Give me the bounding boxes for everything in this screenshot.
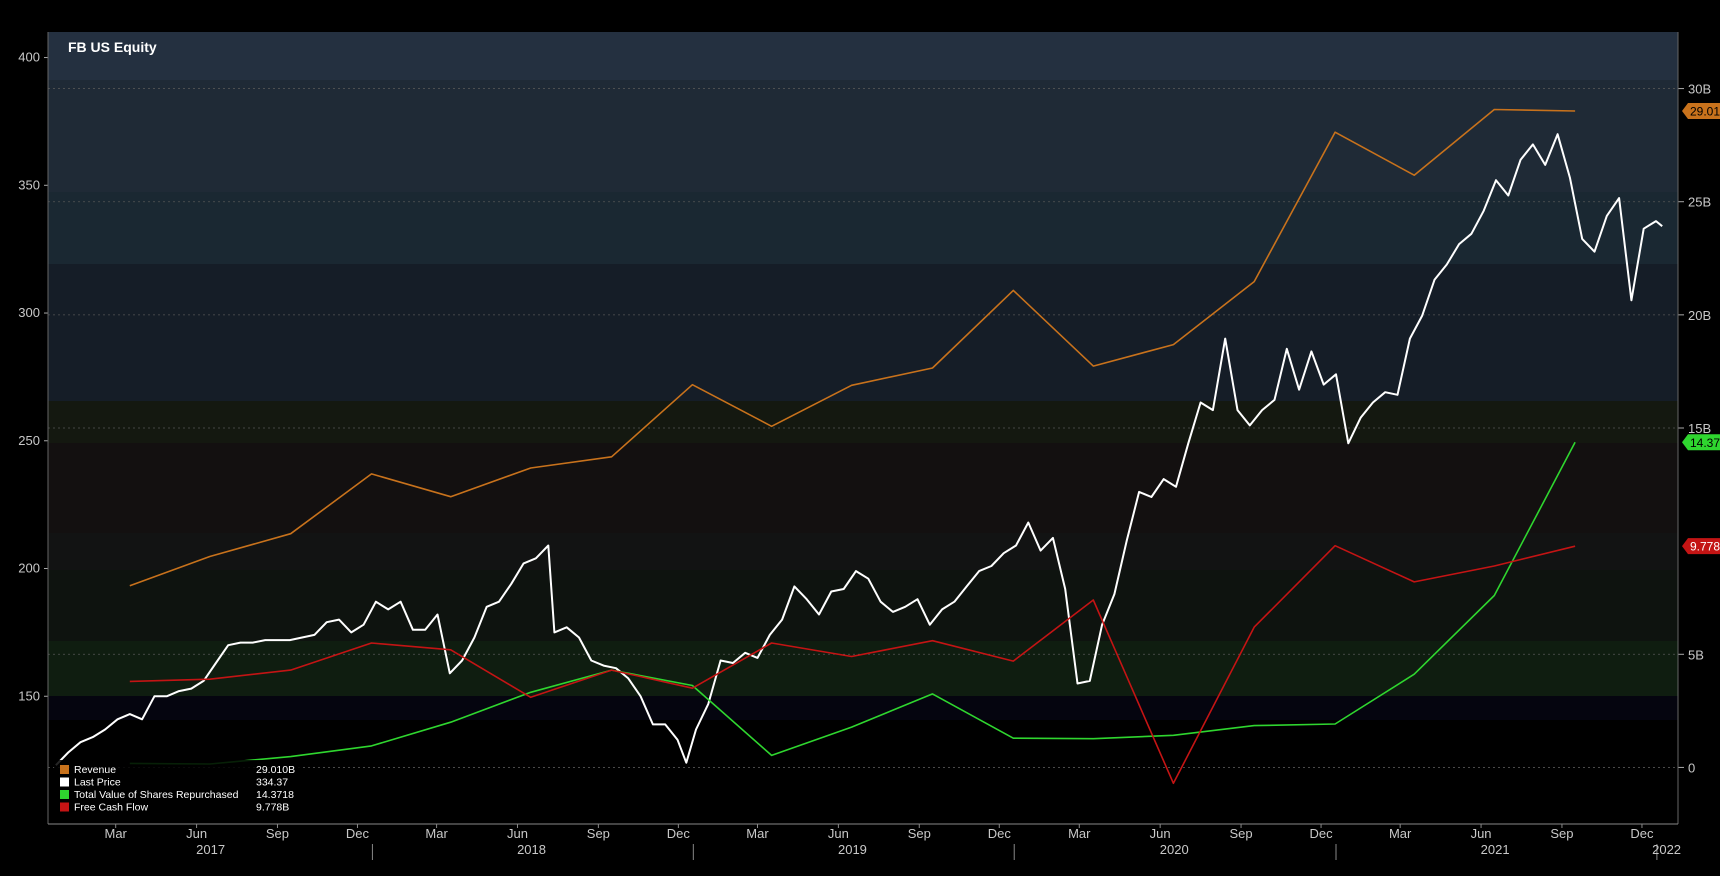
x-month-label: Jun: [507, 826, 528, 841]
x-year-label: 2021: [1481, 842, 1510, 857]
x-year-label: 2017: [196, 842, 225, 857]
legend-item: Revenue 29.010B: [60, 764, 295, 776]
series-line-revenue: [129, 108, 1576, 587]
left-tick-label: 400: [18, 50, 40, 65]
legend-name: Total Value of Shares Repurchased: [74, 789, 239, 801]
x-year-label: 2019: [838, 842, 867, 857]
legend-name: Last Price: [74, 777, 121, 789]
legend-swatch: [60, 790, 69, 799]
x-month-label: Dec: [988, 826, 1012, 841]
legend-value: 29.010B: [256, 764, 295, 776]
x-month-label: Sep: [908, 826, 931, 841]
right-tick-label: 30B: [1688, 82, 1711, 97]
year-separators: [371, 844, 1658, 860]
legend-value: 9.778B: [256, 802, 289, 814]
flag-label: 14.37: [1690, 436, 1720, 450]
flag-shape: [1682, 434, 1720, 451]
x-month-label: Mar: [1389, 826, 1412, 841]
x-month-label: Jun: [1150, 826, 1171, 841]
legend-item: Free Cash Flow 9.778B: [60, 802, 289, 814]
legend-value: 14.3718: [256, 789, 294, 801]
x-month-label: Sep: [266, 826, 289, 841]
flag-shape: [1682, 538, 1720, 555]
x-year-label: 2022: [1652, 842, 1681, 857]
x-month-label: Dec: [1630, 826, 1654, 841]
series-line-last-price: [55, 133, 1663, 766]
last-value-flags: 29.01 14.37 9.778: [1682, 102, 1720, 555]
right-tick-label: 0: [1688, 760, 1695, 775]
right-tick-label: 20B: [1688, 308, 1711, 323]
legend-name: Free Cash Flow: [74, 802, 149, 814]
legend-item: Last Price 334.37: [60, 777, 288, 789]
legend-value: 334.37: [256, 777, 288, 789]
left-tick-label: 250: [18, 433, 40, 448]
right-axis: 0 5B 15B 20B 25B 30B: [1677, 32, 1711, 824]
x-month-label: Mar: [1068, 826, 1091, 841]
last-value-flag-total-value-of-shares-repurchased: 14.37: [1682, 434, 1720, 451]
x-month-label: Mar: [425, 826, 448, 841]
last-value-flag-revenue: 29.01: [1682, 102, 1720, 119]
x-month-label: Jun: [828, 826, 849, 841]
x-month-label: Dec: [1309, 826, 1333, 841]
x-month-label: Mar: [105, 826, 128, 841]
series-line-free-cash-flow: [129, 544, 1576, 785]
last-value-flag-free-cash-flow: 9.778: [1682, 538, 1720, 555]
legend-swatch: [60, 765, 69, 774]
chart-title: FB US Equity: [68, 39, 157, 55]
x-month-label: Sep: [1229, 826, 1252, 841]
right-tick-label: 15B: [1688, 421, 1711, 436]
x-month-label: Jun: [186, 826, 207, 841]
x-month-label: Mar: [746, 826, 769, 841]
right-tick-label: 25B: [1688, 195, 1711, 210]
legend-name: Revenue: [74, 764, 116, 776]
left-axis: 150 200 250 300 350 400: [18, 32, 49, 824]
x-month-label: Jun: [1471, 826, 1492, 841]
legend-swatch: [60, 777, 69, 787]
legend-swatch: [60, 802, 69, 812]
flag-label: 29.01: [1690, 104, 1720, 118]
x-axis: Mar Jun Sep Dec Mar Jun Sep Dec Mar Jun Sep Dec Mar J…: [48, 823, 1681, 857]
flag-shape: [1682, 102, 1720, 119]
x-month-label: Dec: [346, 826, 370, 841]
left-tick-label: 350: [18, 177, 40, 192]
legend-item: Total Value of Shares Repurchased 14.3718: [60, 789, 294, 801]
flag-label: 9.778: [1690, 540, 1720, 554]
x-month-label: Sep: [1550, 826, 1573, 841]
series-line-total-value-of-shares-repurchased: [129, 441, 1576, 765]
x-year-label: 2018: [517, 842, 546, 857]
left-tick-label: 200: [18, 561, 40, 576]
x-month-label: Sep: [587, 826, 610, 841]
background-bands: [48, 32, 1678, 824]
x-year-label: 2020: [1160, 842, 1189, 857]
series-lines: [55, 108, 1663, 785]
left-tick-label: 150: [18, 688, 40, 703]
gridlines: [48, 88, 1678, 768]
x-month-label: Dec: [667, 826, 691, 841]
right-tick-label: 5B: [1688, 647, 1704, 662]
left-tick-label: 300: [18, 305, 40, 320]
